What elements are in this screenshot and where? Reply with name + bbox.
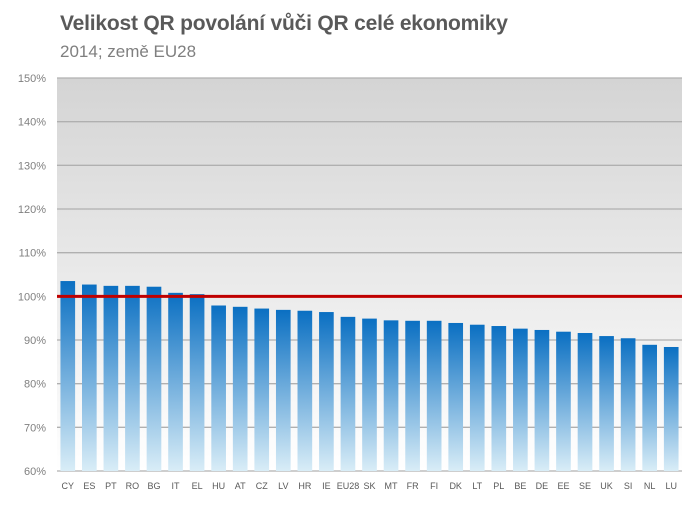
x-tick-label: EE: [557, 481, 569, 491]
x-tick-label: HU: [212, 481, 225, 491]
bar: [340, 316, 356, 471]
y-tick-label: 60%: [24, 466, 46, 478]
bar: [599, 336, 614, 471]
bars: [60, 281, 679, 471]
x-tick-label: CY: [62, 481, 75, 491]
bar: [189, 294, 205, 471]
bar: [254, 308, 270, 471]
y-tick-label: 150%: [18, 73, 46, 85]
bar: [556, 331, 571, 471]
bar: [469, 324, 485, 471]
x-tick-label: FR: [407, 481, 419, 491]
bar: [577, 333, 593, 471]
bar: [60, 281, 76, 471]
bar: [168, 292, 183, 471]
x-tick-label: BG: [147, 481, 160, 491]
bar: [620, 338, 636, 471]
bar: [319, 312, 334, 471]
bar: [297, 310, 313, 471]
y-tick-label: 90%: [24, 335, 46, 347]
bar: [491, 326, 507, 471]
bar: [362, 318, 377, 471]
x-tick-label: SI: [624, 481, 633, 491]
x-tick-label: SE: [579, 481, 591, 491]
bar: [82, 284, 97, 471]
x-tick-label: AT: [235, 481, 246, 491]
x-tick-label: IT: [172, 481, 181, 491]
x-tick-label: DK: [449, 481, 462, 491]
y-tick-label: 110%: [19, 248, 47, 260]
bar: [534, 329, 550, 471]
x-tick-label: ES: [83, 481, 95, 491]
x-tick-label: EL: [192, 481, 203, 491]
bar: [642, 344, 657, 471]
y-tick-label: 70%: [24, 422, 46, 434]
x-tick-label: LU: [665, 481, 677, 491]
y-tick-label: 130%: [18, 160, 46, 172]
bar: [448, 322, 464, 471]
x-tick-label: MT: [385, 481, 398, 491]
x-tick-label: DE: [536, 481, 549, 491]
chart-title: Velikost QR povolání vůči QR celé ekonom…: [60, 12, 508, 35]
x-tick-label: FI: [430, 481, 438, 491]
bar: [125, 285, 140, 471]
x-tick-label: PL: [493, 481, 504, 491]
y-tick-label: 80%: [24, 379, 46, 391]
x-tick-label: UK: [600, 481, 613, 491]
x-tick-label: NL: [644, 481, 656, 491]
bar: [146, 286, 162, 471]
x-tick-label: LV: [278, 481, 288, 491]
x-tick-label: PT: [105, 481, 117, 491]
bar: [275, 309, 291, 471]
y-axis: 60% 70% 80% 90% 100% 110% 120% 130% 140% 150%: [18, 73, 46, 478]
x-axis: CY ES PT RO BG IT EL HU AT CZ LV HR IE EU28 SK MT FR FI DK…: [62, 481, 677, 491]
x-tick-label: HR: [298, 481, 311, 491]
y-tick-label: 120%: [18, 204, 46, 216]
bar: [211, 305, 226, 471]
bar: [426, 320, 442, 471]
x-tick-label: RO: [126, 481, 140, 491]
y-tick-label: 100%: [18, 291, 46, 303]
y-tick-label: 140%: [18, 117, 46, 129]
x-tick-label: LT: [472, 481, 482, 491]
x-tick-label: SK: [363, 481, 375, 491]
bar: [232, 306, 248, 471]
bar: [513, 328, 528, 471]
x-tick-label: BE: [514, 481, 526, 491]
x-tick-label: IE: [322, 481, 331, 491]
x-tick-label: CZ: [256, 481, 268, 491]
bar: [405, 320, 420, 471]
bar: [663, 346, 679, 471]
x-tick-label: EU28: [337, 481, 360, 491]
bar: [103, 285, 119, 471]
bar: [383, 320, 399, 471]
chart-subtitle: 2014; země EU28: [60, 42, 197, 61]
